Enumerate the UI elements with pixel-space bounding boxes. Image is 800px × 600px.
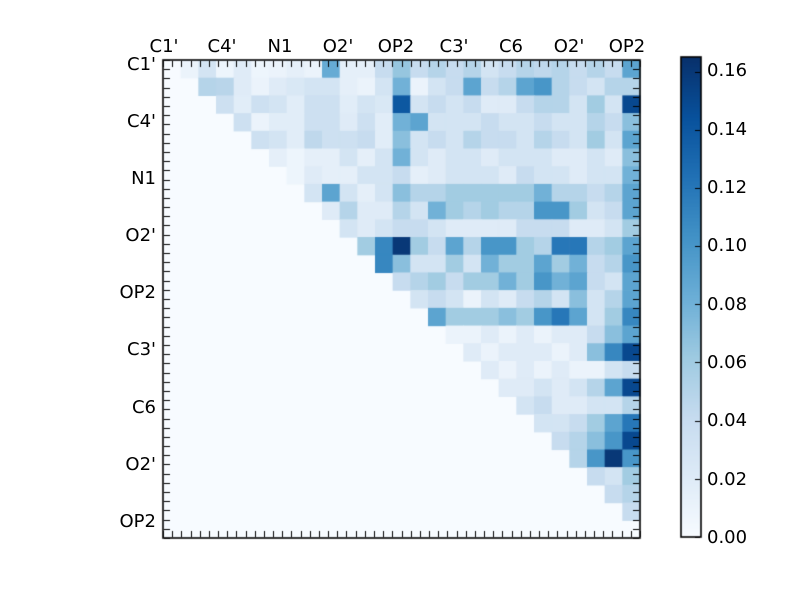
- y-axis-label: O2': [125, 225, 156, 246]
- colorbar-tick-label: 0.12: [707, 177, 748, 198]
- colorbar-tick-label: 0.04: [707, 410, 748, 431]
- x-axis-label: N1: [267, 36, 293, 57]
- y-axis-label: C3': [127, 339, 156, 360]
- x-axis-label: OP2: [377, 36, 415, 57]
- y-axis-label: OP2: [119, 511, 156, 532]
- colorbar-tick-label: 0.06: [707, 352, 748, 373]
- x-axis-label: C6: [498, 36, 524, 57]
- y-axis-label: O2': [125, 454, 156, 475]
- x-axis-label: C3': [439, 36, 469, 57]
- x-axis-label: C4': [207, 36, 237, 57]
- y-axis-label: N1: [131, 168, 156, 189]
- colorbar-tick-label: 0.16: [707, 60, 748, 81]
- y-axis-label: OP2: [119, 282, 156, 303]
- x-axis-label: O2': [553, 36, 585, 57]
- y-axis-label: C1': [127, 54, 156, 75]
- colorbar-tick-label: 0.02: [707, 469, 748, 490]
- x-axis-label: O2': [322, 36, 354, 57]
- x-axis-label: C1': [149, 36, 179, 57]
- x-axis-label: OP2: [608, 36, 646, 57]
- colorbar-tick-label: 0.08: [707, 294, 748, 315]
- y-axis-label: C6: [131, 397, 156, 418]
- colorbar-tick-label: 0.14: [707, 119, 748, 140]
- y-axis-label: C4': [127, 111, 156, 132]
- colorbar-tick-label: 0.10: [707, 235, 748, 256]
- colorbar-tick-label: 0.00: [707, 527, 748, 548]
